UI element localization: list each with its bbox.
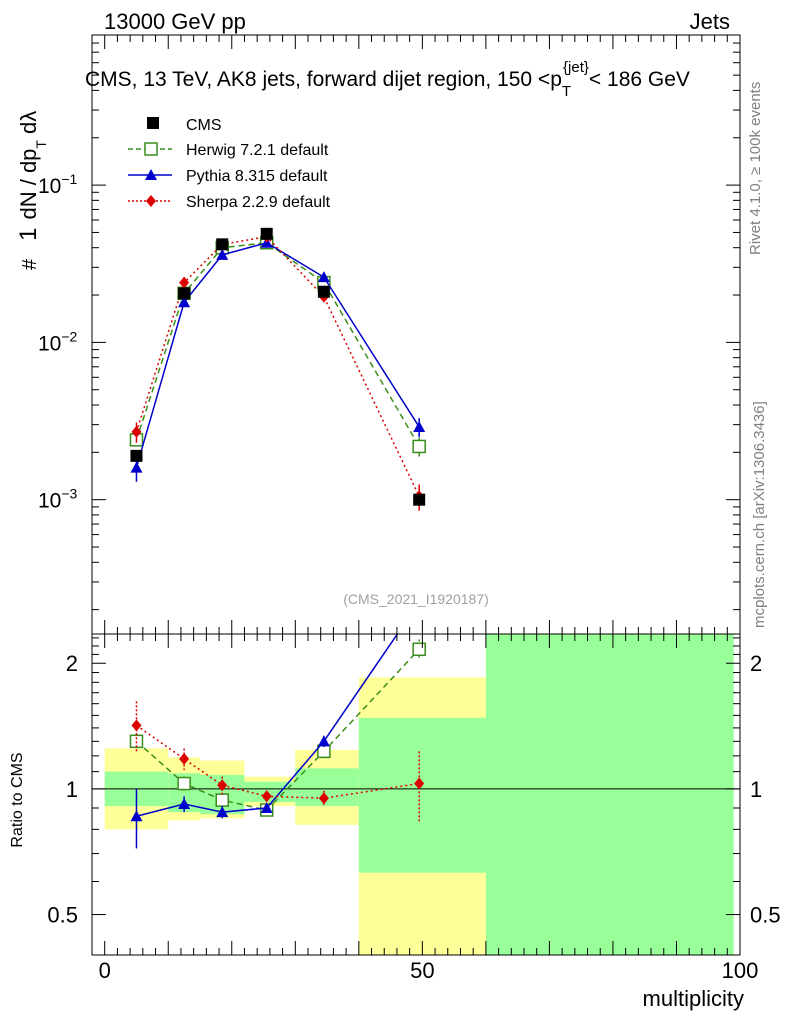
pythia-ratio-point [216,806,229,818]
legend-herwig-marker [144,142,158,156]
y-axis-label-main: #1dN / dpTdλ [15,111,49,270]
y-tick-label-ratio-left: 2 [66,651,78,676]
cms-main-point [216,238,229,251]
cms-main-point [130,449,143,462]
pythia-main-point [317,271,330,283]
cms-main-point [317,285,330,298]
y-tick-base: 10 [38,175,61,198]
legend-sherpa-label: Sherpa 2.2.9 default [186,194,331,211]
pythia-ratio-point [130,810,143,822]
legend-pythia-label: Pythia 8.315 default [186,168,328,185]
plot-title: CMS, 13 TeV, AK8 jets, forward dijet reg… [85,59,690,100]
y-tick-base: 10 [38,490,61,513]
y-axis-label-ratio: Ratio to CMS [9,752,26,847]
y-tick-exp: −3 [61,486,77,502]
cms-main-point [413,493,426,506]
pythia-ratio-point [178,798,191,810]
y-tick-label-ratio-right: 0.5 [750,903,781,928]
x-tick-label: 0 [99,958,111,983]
plot-title-sup: {jet} [563,59,589,76]
header-jets: Jets [690,9,730,34]
ratio-bands [104,634,734,955]
sherpa-ratio-point [261,790,272,803]
pythia-ratio-line [136,634,399,817]
y-tick-label-ratio-left: 0.5 [47,903,78,928]
ratio-series [92,634,740,849]
y-tick-label-ratio-right: 1 [750,777,762,802]
band-inner-bin [485,634,734,955]
sherpa-ratio-point [179,752,190,765]
y-tick-label-main: 10−2 [38,328,78,355]
plot-title-sub: T [562,83,571,100]
ratio-frame [91,633,741,956]
plot-title-end: < 186 GeV [589,68,690,91]
herwig-main-line [135,241,420,447]
analysis-watermark: (CMS_2021_I1920187) [343,591,489,607]
legend-herwig-label: Herwig 7.2.1 default [186,142,329,159]
mcplots-label: mcplots.cern.ch [arXiv:1306.3436] [751,401,768,628]
sherpa-ratio-point [318,792,329,805]
y-tick-label-main: 10−3 [38,486,78,513]
legend-cms-marker [147,117,159,129]
herwig-ratio-point [215,793,229,807]
y-tick-exp: −2 [61,328,77,344]
legend: CMS Herwig 7.2.1 default Pythia 8.315 de… [128,117,331,211]
y-tick-exp: −1 [61,171,77,187]
y-tick-label-ratio-right: 2 [750,651,762,676]
legend-cms-label: CMS [186,117,222,134]
sherpa-ratio-point [414,777,425,790]
herwig-ratio-point [412,642,426,657]
pythia-main-line [135,241,420,468]
herwig-main-point [412,439,426,454]
pythia-ratio-point [317,735,330,747]
band-inner-bin [358,717,486,873]
x-tick-label: 100 [722,958,759,983]
sherpa-ratio-point [217,779,228,792]
y-tick-label-ratio-left: 1 [66,777,78,802]
herwig-ratio-point [177,776,191,791]
plot-title-main: CMS, 13 TeV, AK8 jets, forward dijet reg… [85,68,562,91]
sherpa-main-line [135,235,420,497]
x-axis-label: multiplicity [643,986,744,1011]
pythia-ratio-point [260,801,273,813]
rivet-label: Rivet 4.1.0, ≥ 100k events [747,82,764,255]
cms-main-point [260,227,273,240]
legend-sherpa-marker [146,195,156,207]
y-tick-label-main: 10−1 [38,171,78,198]
header-energy: 13000 GeV pp [104,9,246,34]
sherpa-main-point [131,425,142,438]
legend-pythia-marker [145,169,157,180]
pythia-main-point [413,420,426,432]
herwig-ratio-line [135,648,420,811]
pythia-main-point [216,248,229,260]
sherpa-ratio-point [131,719,142,732]
svg-text:#1dN / dpTdλ: #1dN / dpTdλ [15,111,49,270]
x-tick-label: 50 [410,958,434,983]
cms-main-point [178,287,191,300]
sherpa-main-point [179,276,190,289]
pythia-main-point [130,461,143,473]
y-tick-base: 10 [38,332,61,355]
pythia-main-point [178,296,191,308]
main-series [129,227,426,511]
